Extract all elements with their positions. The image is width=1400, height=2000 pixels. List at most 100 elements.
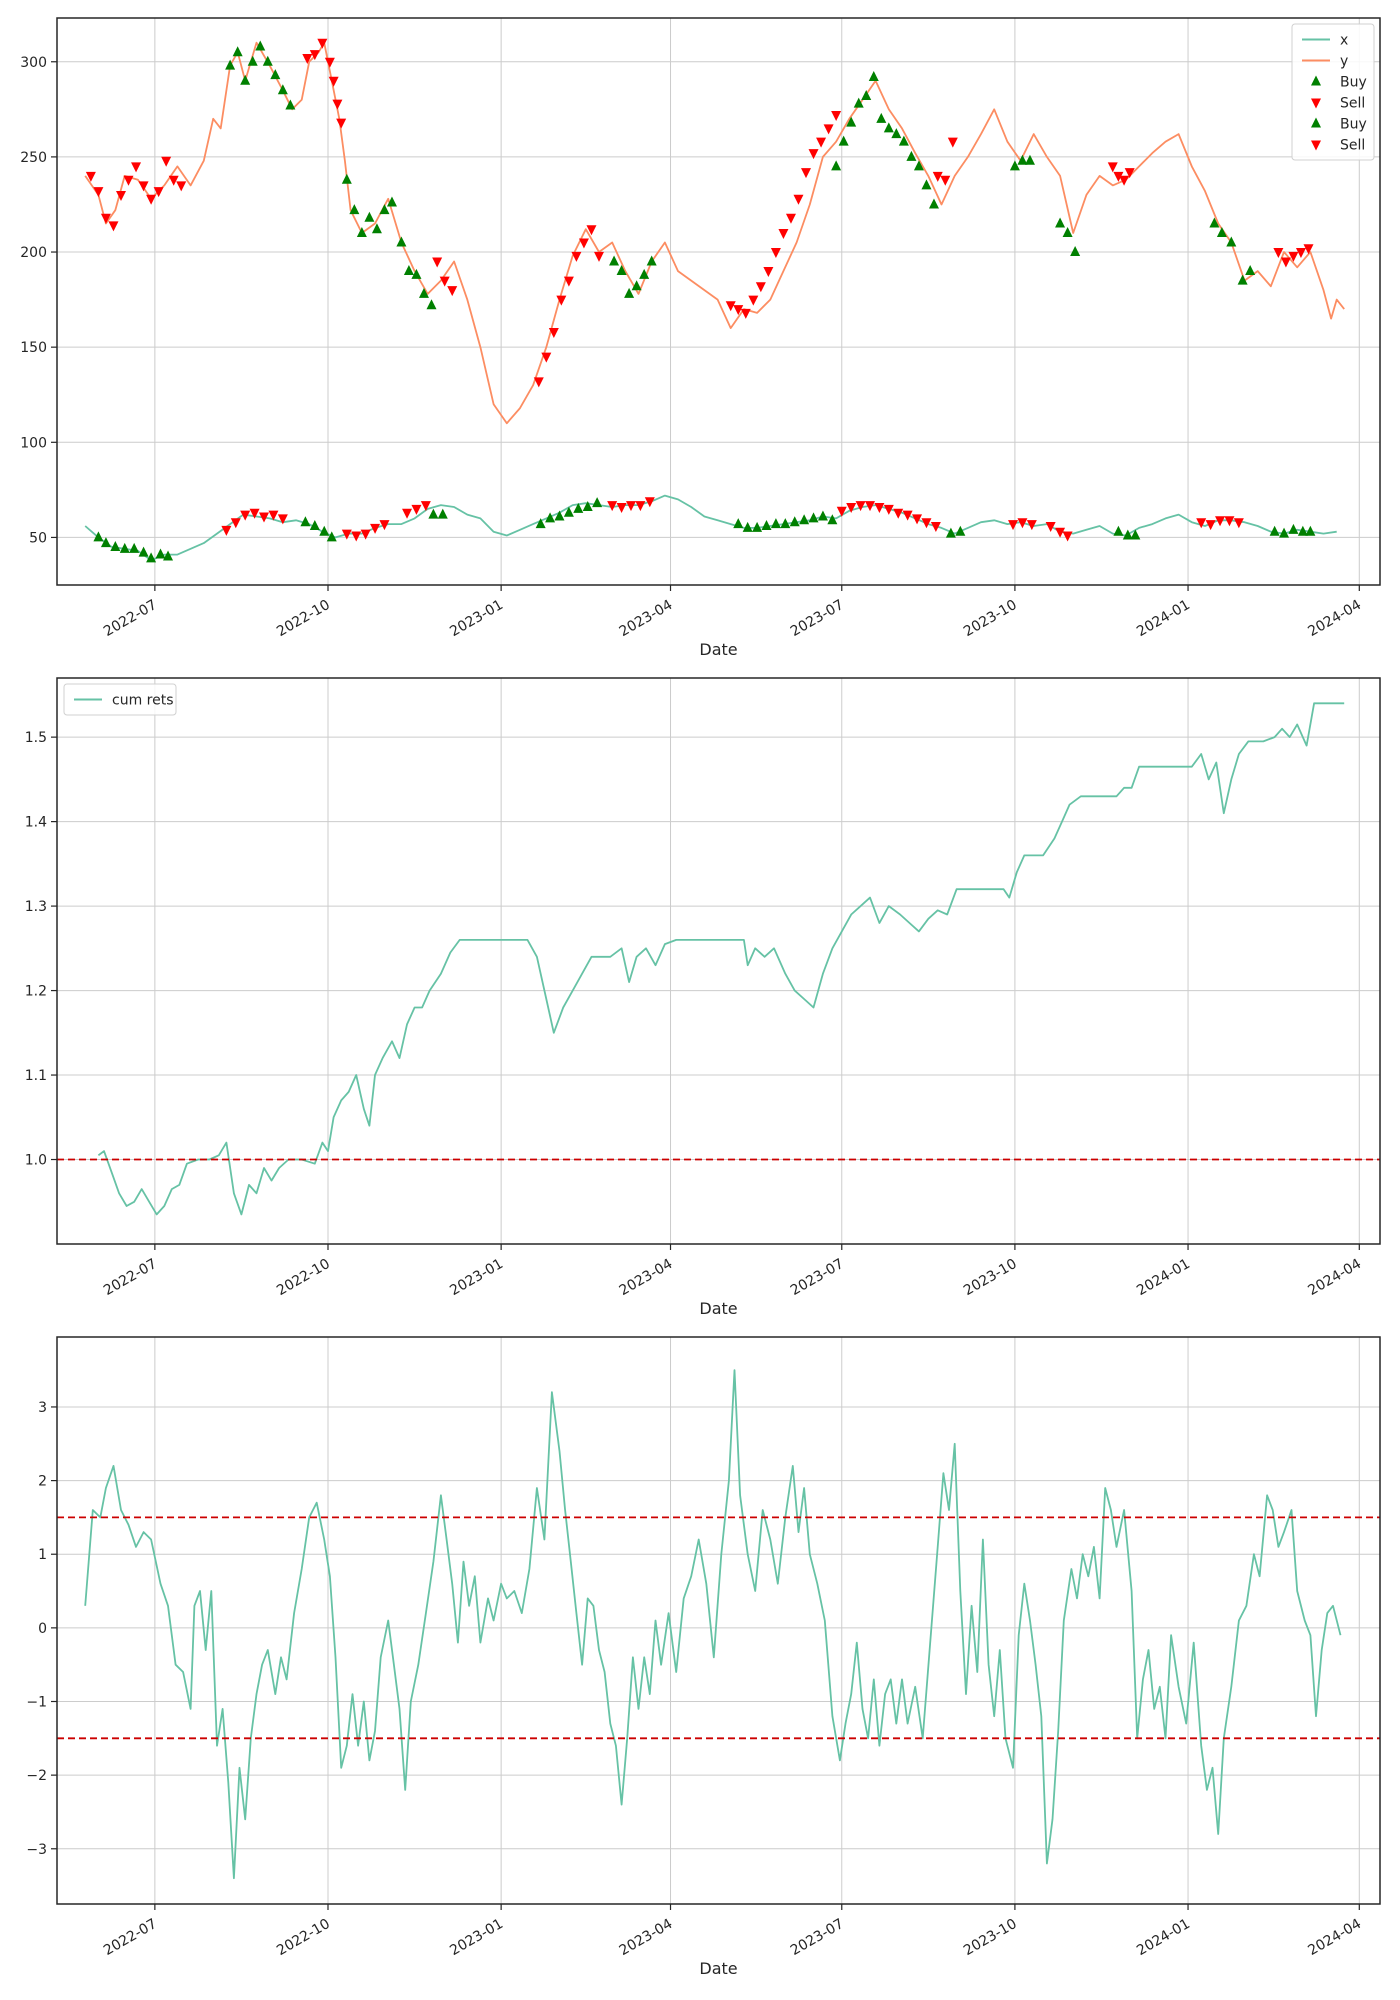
sell-marker: [607, 501, 618, 512]
x-axis-label: Date: [699, 1299, 737, 1318]
sell-marker: [432, 257, 443, 268]
sell-marker: [571, 251, 582, 262]
x-tick-label: 2022-07: [101, 597, 160, 640]
sell-marker: [1196, 518, 1207, 529]
legend-label: Sell: [1340, 138, 1365, 154]
buy-marker: [309, 520, 320, 531]
buy-marker: [545, 512, 556, 523]
y-tick-label: 1.5: [25, 730, 47, 746]
y-tick-label: 1.2: [25, 984, 47, 1000]
y-tick-label: 1.1: [25, 1068, 47, 1084]
x-tick-label: 2023-07: [788, 1256, 847, 1299]
buy-marker: [1130, 529, 1141, 540]
axes-frame: [56, 17, 1381, 586]
buy-marker: [364, 211, 375, 222]
sell-marker: [1026, 520, 1037, 531]
buy-marker: [563, 506, 574, 517]
buy-marker: [428, 508, 439, 519]
buy-marker: [928, 198, 939, 209]
x-tick-label: 2022-07: [101, 1256, 160, 1299]
x-tick-label: 2022-10: [274, 597, 333, 640]
sell-marker: [644, 497, 655, 508]
buy-marker: [853, 97, 864, 108]
sell-marker: [1119, 175, 1130, 186]
x-tick-label: 2024-01: [1134, 1916, 1193, 1959]
buy-marker: [285, 99, 296, 110]
y-tick-label: −3: [26, 1842, 47, 1858]
y-tick-label: 0: [38, 1621, 47, 1637]
buy-marker: [1297, 525, 1308, 536]
sell-marker: [947, 137, 958, 148]
y-tick-label: 1: [38, 1547, 47, 1563]
buy-marker: [1009, 160, 1020, 171]
buy-marker: [868, 70, 879, 81]
x-tick-label: 2024-04: [1305, 597, 1364, 640]
y-tick-label: 1.0: [25, 1153, 47, 1169]
sell-marker: [1107, 162, 1118, 173]
x-tick-label: 2022-10: [274, 1256, 333, 1299]
sell-marker: [1062, 531, 1073, 542]
sell-marker: [793, 194, 804, 205]
plot-area: [57, 1369, 1380, 1880]
buy-marker: [1288, 523, 1299, 534]
sell-marker: [1295, 248, 1306, 259]
buy-marker: [913, 160, 924, 171]
sell-marker: [1224, 516, 1235, 527]
sell-marker: [153, 187, 164, 198]
buy-marker: [396, 236, 407, 247]
sell-marker: [324, 57, 335, 68]
legend-label: y: [1340, 54, 1348, 70]
sell-marker: [249, 508, 260, 519]
buy-marker: [827, 514, 838, 525]
sell-marker: [1233, 518, 1244, 529]
buy-marker: [356, 227, 367, 238]
buy-marker: [403, 265, 414, 276]
buy-marker: [379, 204, 390, 215]
sell-marker: [733, 305, 744, 316]
buy-marker: [831, 160, 842, 171]
sell-marker: [763, 267, 774, 278]
legend-buy-swatch: [1311, 75, 1321, 86]
buy-marker: [1237, 274, 1248, 285]
buy-marker: [921, 179, 932, 190]
x-tick-label: 2023-10: [961, 1916, 1020, 1959]
series-line-y: [84, 41, 1345, 425]
sell-marker: [277, 514, 288, 525]
sell-marker: [808, 149, 819, 160]
buy-marker: [846, 116, 857, 127]
sell-marker: [100, 213, 111, 224]
legend-label: x: [1340, 33, 1348, 49]
buy-marker: [624, 287, 635, 298]
sell-marker: [161, 156, 172, 167]
sell-marker: [770, 248, 781, 259]
sell-marker: [785, 213, 796, 224]
y-tick-label: −1: [26, 1695, 47, 1711]
buy-marker: [1216, 227, 1227, 238]
x-axis-label: Date: [699, 640, 737, 659]
sell-marker: [123, 175, 134, 186]
sell-marker: [932, 171, 943, 182]
buy-marker: [876, 112, 887, 123]
buy-marker: [119, 542, 130, 553]
sell-marker: [816, 137, 827, 148]
buy-marker: [770, 518, 781, 529]
plot-area: [84, 38, 1345, 563]
x-tick-label: 2023-07: [788, 1916, 847, 1959]
sell-marker: [402, 508, 413, 519]
sell-marker: [131, 162, 142, 173]
sell-marker: [541, 352, 552, 363]
legend-buy-swatch: [1311, 117, 1321, 128]
buy-marker: [426, 299, 437, 310]
legend-label: cum rets: [112, 693, 174, 709]
y-tick-label: 1.3: [25, 899, 47, 915]
sell-marker: [447, 286, 458, 297]
y-tick-label: 150: [20, 340, 47, 356]
sell-marker: [1124, 168, 1135, 179]
sell-marker: [360, 529, 371, 540]
x-tick-label: 2023-04: [617, 1916, 676, 1959]
buy-marker: [582, 500, 593, 511]
buy-marker: [1113, 525, 1124, 536]
buy-marker: [155, 548, 166, 559]
sell-marker: [85, 171, 96, 182]
